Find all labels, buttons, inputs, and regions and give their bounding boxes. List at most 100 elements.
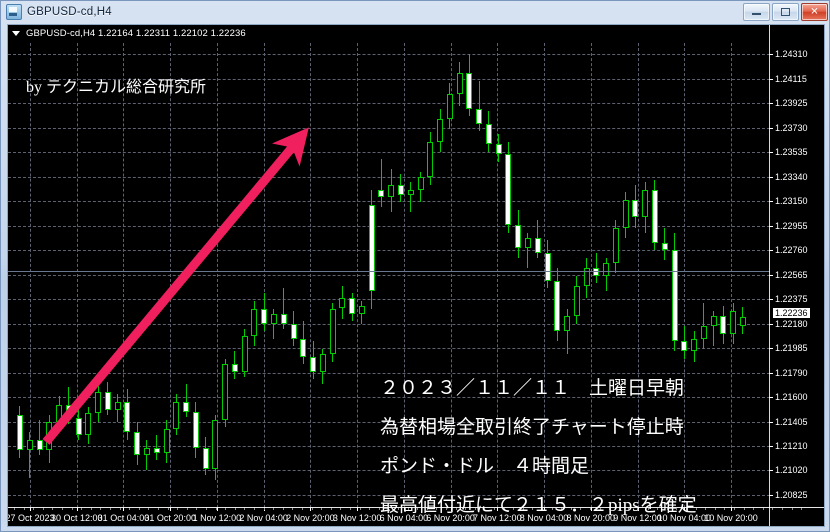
candle-body (739, 316, 746, 326)
candle-body (593, 268, 600, 276)
grid-line-vertical (170, 43, 172, 523)
candlestick (163, 25, 170, 526)
price-tick-mark (769, 177, 773, 179)
price-tick-label: 1.23150 (769, 196, 808, 206)
time-minor-tick (503, 508, 505, 510)
annotation-line-4: 最高値付近にて２１５．２pipsを確定 (380, 495, 697, 516)
candle-body (85, 413, 92, 435)
price-tick-mark (769, 103, 773, 105)
candle-body (632, 199, 639, 218)
candlestick (202, 25, 209, 526)
price-tick-label: 1.21405 (769, 417, 808, 427)
time-minor-tick (734, 508, 735, 510)
chart-window-icon (6, 3, 22, 20)
time-minor-tick (330, 508, 332, 510)
candle-body (153, 447, 160, 453)
data-window-text: GBPUSD-cd,H4 1.22164 1.22311 1.22102 1.2… (26, 28, 246, 39)
candle-wick (703, 303, 705, 349)
candlestick (349, 25, 356, 526)
candlestick (651, 25, 659, 526)
price-tick-label: 1.23925 (769, 98, 808, 108)
maximize-button[interactable] (772, 3, 799, 21)
candlestick (319, 25, 326, 526)
time-minor-tick (465, 508, 467, 510)
time-minor-tick (90, 508, 92, 510)
candlestick (681, 25, 688, 526)
candle-body (143, 447, 151, 456)
candle-body (163, 428, 170, 453)
candlestick (534, 25, 541, 526)
price-axis[interactable]: 1.24310 1.24115 1.23925 1.23730 1.23535 1.233… (769, 25, 824, 526)
time-minor-tick (378, 508, 380, 510)
candlestick (173, 25, 180, 526)
candlestick (446, 25, 453, 526)
title-bar[interactable]: GBPUSD-cd,H4 ✕ (1, 1, 830, 22)
candlestick (622, 25, 629, 526)
price-tick-mark (769, 79, 773, 81)
chart-panel[interactable]: GBPUSD-cd,H4 1.22164 1.22311 1.22102 1.2… (7, 24, 825, 527)
time-minor-tick (618, 508, 620, 510)
time-minor-tick (388, 508, 390, 510)
current-price-tag: 1.22236 (772, 306, 811, 319)
candle-body (651, 189, 659, 243)
close-button[interactable]: ✕ (801, 3, 828, 21)
time-minor-tick (23, 508, 25, 510)
time-minor-tick (570, 508, 572, 510)
window-title: GBPUSD-cd,H4 (27, 5, 112, 18)
candle-body (310, 356, 317, 372)
time-minor-tick (225, 508, 227, 510)
candle-body (456, 73, 463, 94)
time-minor-tick (580, 508, 582, 510)
candle-body (378, 189, 385, 198)
candlestick (65, 25, 72, 526)
candle-body (495, 144, 502, 155)
candlestick (222, 25, 229, 526)
minimize-icon (752, 13, 761, 15)
candlestick (456, 25, 463, 526)
collapse-caret-icon[interactable] (12, 31, 20, 36)
time-tick-label: 27 Oct 2023 (7, 513, 55, 523)
minimize-button[interactable] (743, 3, 770, 21)
time-minor-tick (609, 508, 611, 510)
time-minor-tick (158, 508, 159, 510)
annotation-line-3: ポンド・ドル ４時間足 (380, 456, 590, 477)
time-minor-tick (254, 508, 255, 510)
chart-canvas[interactable]: GBPUSD-cd,H4 1.22164 1.22311 1.22102 1.2… (8, 25, 824, 526)
time-minor-tick (14, 508, 15, 510)
candle-body (485, 123, 492, 145)
candle-body (183, 402, 190, 413)
time-minor-tick (62, 508, 63, 510)
candle-body (505, 154, 512, 226)
candlestick (564, 25, 571, 526)
data-window[interactable]: GBPUSD-cd,H4 1.22164 1.22311 1.22102 1.2… (12, 27, 246, 40)
candle-body (407, 189, 414, 195)
candle-body (573, 285, 580, 317)
candlestick (192, 25, 199, 526)
candlestick (251, 25, 258, 526)
candle-wick (380, 159, 382, 208)
time-minor-tick (273, 508, 275, 510)
candle-body (730, 311, 737, 334)
candlestick (56, 25, 63, 526)
candle-body (75, 418, 82, 435)
candle-body (622, 199, 629, 228)
time-minor-tick (714, 508, 716, 510)
candlestick (339, 25, 346, 526)
candlestick (466, 25, 473, 526)
candle-body (515, 225, 522, 248)
candle-body (524, 237, 532, 248)
candle-wick (185, 384, 187, 418)
candlestick (583, 25, 590, 526)
candle-wick (713, 311, 715, 347)
candle-body (681, 341, 688, 352)
time-minor-tick (350, 508, 351, 510)
time-minor-tick (446, 508, 447, 510)
candle-body (104, 391, 111, 410)
candlestick (85, 25, 92, 526)
time-minor-tick (647, 508, 649, 510)
candle-body (564, 316, 571, 332)
price-tick-mark (769, 127, 773, 129)
price-axis-divider (769, 25, 770, 526)
time-minor-tick (532, 508, 534, 510)
candlestick (36, 25, 43, 526)
